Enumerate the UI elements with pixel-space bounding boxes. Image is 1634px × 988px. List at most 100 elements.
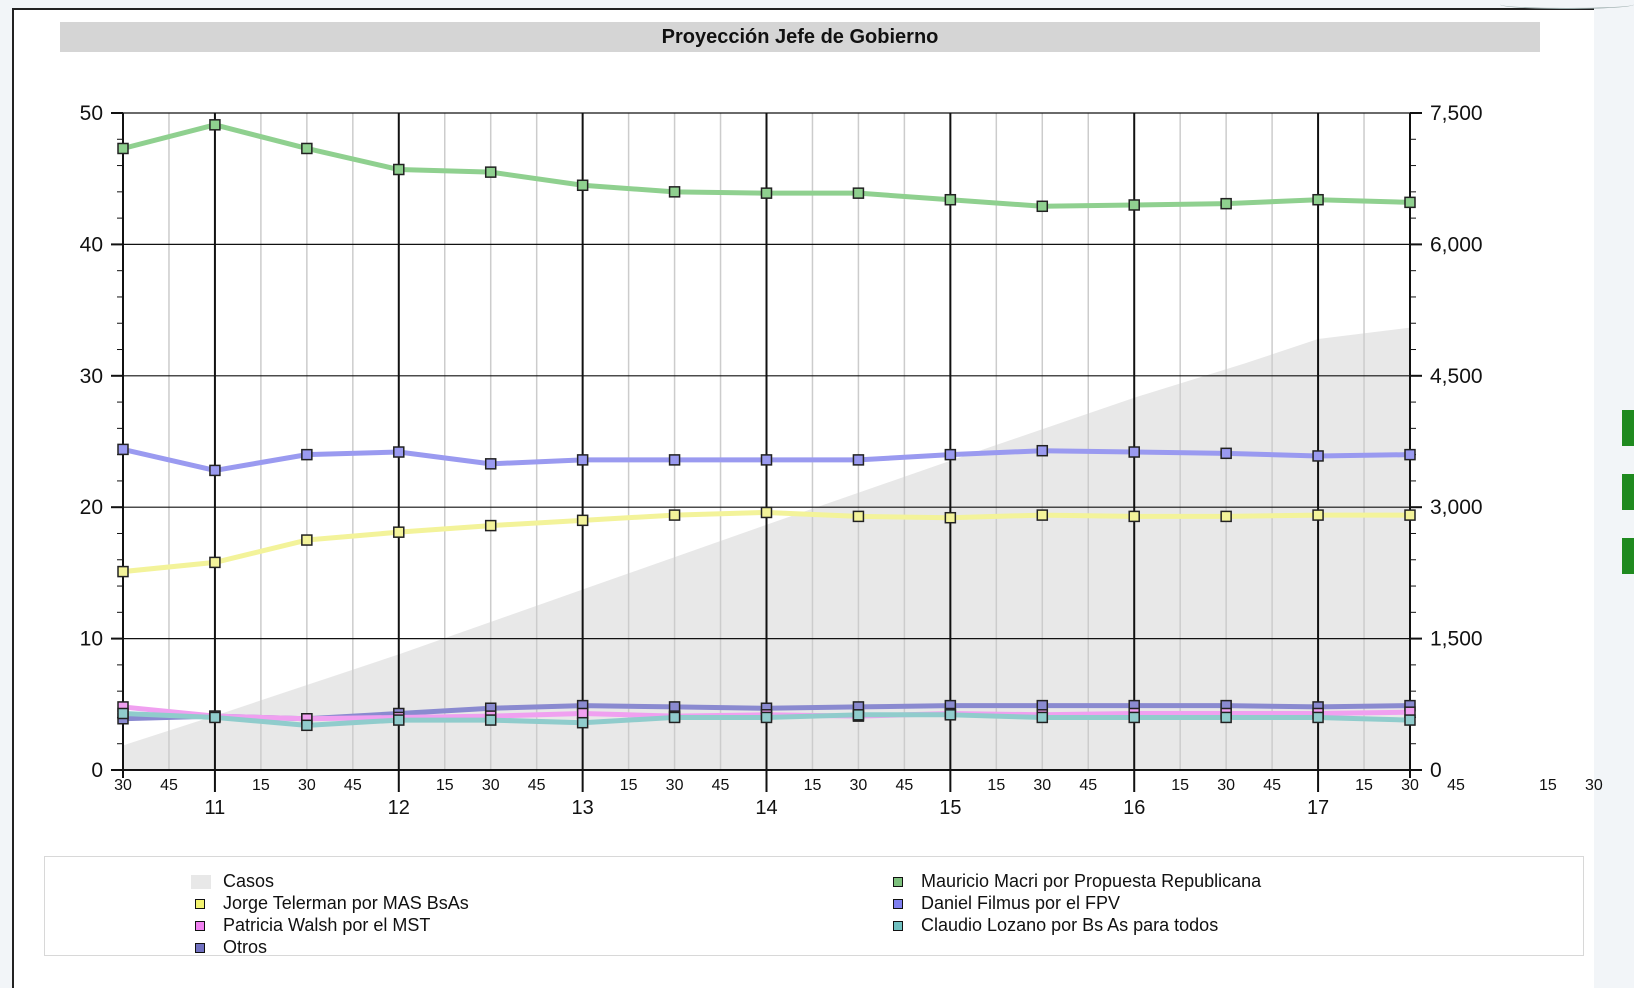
data-point xyxy=(944,193,957,206)
edge-badge xyxy=(1622,538,1634,574)
data-point xyxy=(301,534,313,546)
data-point xyxy=(117,565,129,578)
data-point xyxy=(852,454,865,466)
x-minor-tick-label: 30 xyxy=(1217,777,1235,794)
data-point xyxy=(301,142,313,155)
edge-badge xyxy=(1622,410,1634,446)
data-point xyxy=(209,464,221,477)
data-point xyxy=(393,714,405,726)
legend: Casos Mauricio Macri por Propuesta Repub… xyxy=(44,856,1584,958)
data-point xyxy=(1128,510,1140,523)
data-point xyxy=(117,142,129,155)
legend-label: Jorge Telerman por MAS BsAs xyxy=(223,893,469,913)
legend-swatch-casos xyxy=(191,874,211,889)
x-minor-tick-label: 15 xyxy=(252,777,270,794)
data-point xyxy=(1220,447,1232,460)
legend-item-macri: Mauricio Macri por Propuesta Republicana xyxy=(893,871,1261,892)
legend-item-otros: Otros xyxy=(195,937,267,958)
legend-item-filmus: Daniel Filmus por el FPV xyxy=(893,893,1120,914)
x-minor-tick-label: 30 xyxy=(114,777,132,794)
x-minor-tick-label: 15 xyxy=(436,777,454,794)
y-left-tick-label: 10 xyxy=(80,628,103,651)
x-major-tick-label: 15 xyxy=(939,797,961,819)
edge-badge xyxy=(1622,474,1634,510)
data-point xyxy=(576,454,589,466)
y-right-tick-label: 3,000 xyxy=(1430,496,1483,519)
data-point xyxy=(117,707,129,720)
data-point xyxy=(1036,200,1049,213)
data-point xyxy=(301,719,313,732)
data-point xyxy=(668,711,681,724)
data-point xyxy=(484,519,497,532)
x-minor-tick-label: 15 xyxy=(620,777,638,794)
data-point xyxy=(209,711,221,724)
legend-label: Patricia Walsh por el MST xyxy=(223,915,431,935)
y-left-tick-label: 20 xyxy=(80,496,103,519)
legend-label: Otros xyxy=(223,937,268,957)
x-minor-tick-label: 30 xyxy=(1401,777,1419,794)
x-minor-tick-label: 30 xyxy=(1585,777,1603,794)
data-point xyxy=(1036,444,1049,457)
x-major-tick-label: 12 xyxy=(388,797,410,819)
legend-swatch-macri xyxy=(893,876,903,887)
data-point xyxy=(760,711,773,724)
x-major-tick-label: 16 xyxy=(1123,797,1145,819)
data-point xyxy=(484,714,497,726)
y-left-tick-label: 50 xyxy=(80,102,103,125)
data-point xyxy=(484,458,497,470)
y-right-tick-label: 6,000 xyxy=(1430,233,1483,256)
legend-swatch-telerman xyxy=(195,898,205,909)
x-major-tick-label: 11 xyxy=(205,797,226,819)
x-minor-tick-label: 45 xyxy=(160,777,178,794)
legend-swatch-filmus xyxy=(893,898,903,909)
x-major-tick-label: 17 xyxy=(1307,797,1329,819)
data-point xyxy=(209,119,221,131)
data-point xyxy=(1312,450,1324,462)
x-minor-tick-label: 15 xyxy=(804,777,822,794)
legend-item-telerman: Jorge Telerman por MAS BsAs xyxy=(195,893,469,914)
x-minor-tick-label: 30 xyxy=(850,777,868,794)
y-left-tick-label: 0 xyxy=(91,759,103,782)
y-right-tick-label: 4,500 xyxy=(1430,365,1483,388)
data-point xyxy=(484,166,497,178)
legend-label: Casos xyxy=(223,871,275,891)
data-point xyxy=(1312,711,1324,724)
axes-layer xyxy=(111,112,1422,778)
data-point xyxy=(1404,714,1416,726)
data-point xyxy=(1036,711,1049,724)
data-point xyxy=(576,179,589,192)
x-minor-tick-label: 45 xyxy=(528,777,546,794)
data-point xyxy=(852,510,865,523)
legend-item-casos: Casos xyxy=(191,871,275,892)
data-point xyxy=(668,186,681,198)
data-point xyxy=(393,446,405,458)
x-major-tick-label: 14 xyxy=(755,797,777,819)
x-minor-tick-label: 15 xyxy=(1539,777,1557,794)
data-point xyxy=(1312,509,1324,521)
corner-logo-edge xyxy=(1500,0,1634,9)
x-minor-tick-label: 30 xyxy=(666,777,684,794)
data-point xyxy=(944,511,957,524)
legend-swatch-walsh xyxy=(195,920,205,931)
legend-item-lozano: Claudio Lozano por Bs As para todos xyxy=(893,915,1218,936)
data-point xyxy=(668,509,681,521)
legend-label: Mauricio Macri por Propuesta Republicana xyxy=(921,871,1262,891)
legend-item-walsh: Patricia Walsh por el MST xyxy=(195,915,430,936)
data-point xyxy=(1128,446,1140,458)
data-point xyxy=(209,556,221,569)
data-point xyxy=(760,506,773,519)
x-minor-tick-label: 45 xyxy=(344,777,362,794)
data-point xyxy=(117,443,129,456)
y-right-tick-label: 0 xyxy=(1430,759,1442,782)
y-left-tick-label: 40 xyxy=(80,233,103,256)
data-point xyxy=(1404,509,1416,521)
data-point xyxy=(393,526,405,538)
legend-swatch-lozano xyxy=(893,920,903,931)
y-left-tick-label: 30 xyxy=(80,365,103,388)
data-point xyxy=(760,454,773,466)
data-point xyxy=(760,187,773,199)
data-point xyxy=(1128,199,1140,211)
x-minor-tick-label: 45 xyxy=(895,777,913,794)
x-minor-tick-label: 45 xyxy=(1447,777,1465,794)
labels-layer: 0 10 20 30 40 50 0 1,500 3,000 4,500 6,000 7,500 30 4… xyxy=(80,102,1603,819)
